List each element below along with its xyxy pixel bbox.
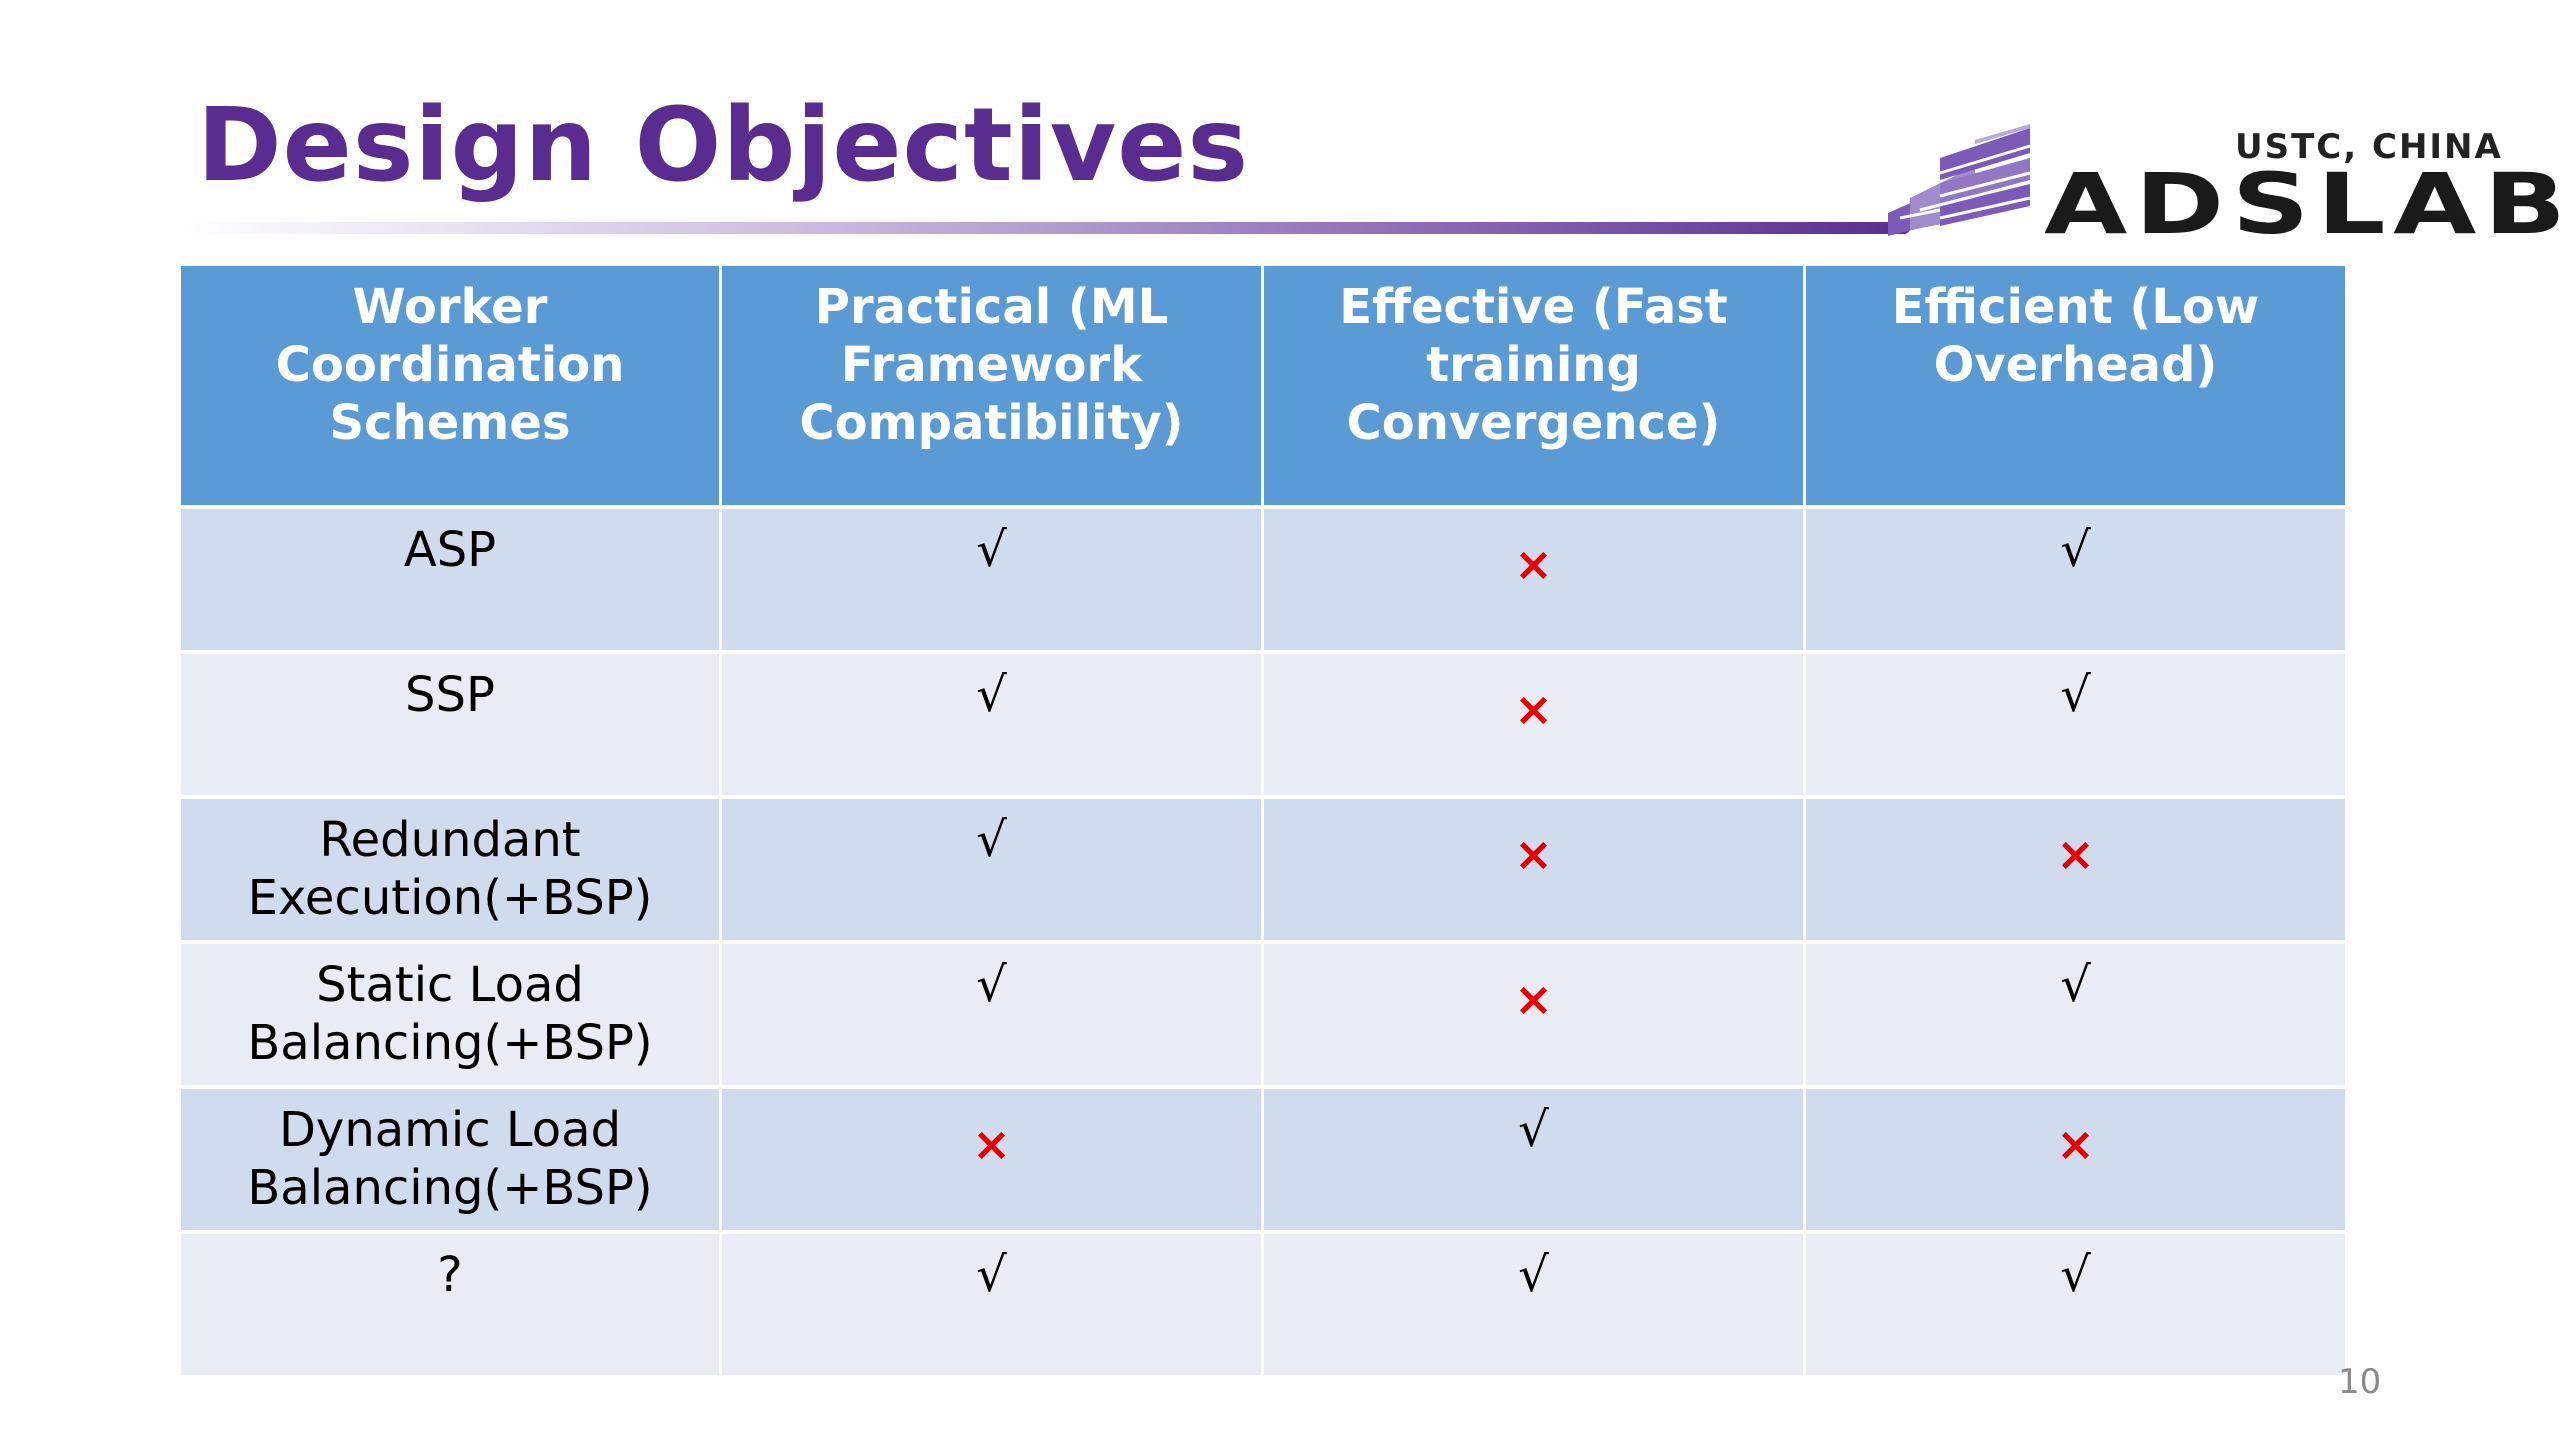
cross-mark-icon: × <box>1514 682 1553 736</box>
table-header-row: Worker Coordination Schemes Practical (M… <box>181 266 2345 505</box>
check-mark-icon: √ <box>976 522 1007 578</box>
title-underline <box>180 222 1910 234</box>
check-mark-icon: √ <box>1518 1247 1549 1303</box>
table-row: Redundant Execution(+BSP) √ × × <box>181 799 2345 940</box>
efficient-cell: × <box>1806 799 2345 940</box>
effective-cell: √ <box>1264 1234 1803 1375</box>
efficient-cell: √ <box>1806 944 2345 1085</box>
effective-cell: × <box>1264 799 1803 940</box>
efficient-cell: √ <box>1806 654 2345 795</box>
check-mark-icon: √ <box>2060 1247 2091 1303</box>
practical-cell: √ <box>722 654 1261 795</box>
check-mark-icon: √ <box>976 1247 1007 1303</box>
effective-cell: × <box>1264 509 1803 650</box>
scheme-cell: Redundant Execution(+BSP) <box>181 799 719 940</box>
logo-name: ADSLAB <box>2044 155 2560 253</box>
table-row: Static Load Balancing(+BSP) √ × √ <box>181 944 2345 1085</box>
practical-cell: √ <box>722 1234 1261 1375</box>
slide-title: Design Objectives <box>197 86 1250 205</box>
scheme-cell: ? <box>181 1234 719 1375</box>
cross-mark-icon: × <box>1514 972 1553 1026</box>
practical-cell: √ <box>722 944 1261 1085</box>
practical-cell: √ <box>722 509 1261 650</box>
cross-mark-icon: × <box>2056 827 2095 881</box>
objectives-table-wrapper: Worker Coordination Schemes Practical (M… <box>178 262 2348 1379</box>
efficient-cell: × <box>1806 1089 2345 1230</box>
header-scheme: Worker Coordination Schemes <box>181 266 719 505</box>
practical-cell: × <box>722 1089 1261 1230</box>
cross-mark-icon: × <box>2056 1117 2095 1171</box>
table-body: ASP √ × √ SSP √ × √ Redundant Execution(+BSP) √ × ×… <box>181 509 2345 1375</box>
scheme-cell: Static Load Balancing(+BSP) <box>181 944 719 1085</box>
objectives-table: Worker Coordination Schemes Practical (M… <box>178 262 2348 1379</box>
effective-cell: √ <box>1264 1089 1803 1230</box>
check-mark-icon: √ <box>2060 522 2091 578</box>
scheme-cell: SSP <box>181 654 719 795</box>
practical-cell: √ <box>722 799 1261 940</box>
check-mark-icon: √ <box>2060 667 2091 723</box>
scheme-cell: Dynamic Load Balancing(+BSP) <box>181 1089 719 1230</box>
check-mark-icon: √ <box>976 812 1007 868</box>
page-number: 10 <box>2338 1362 2382 1402</box>
header-efficient: Efficient (Low Overhead) <box>1806 266 2345 505</box>
cross-mark-icon: × <box>1514 827 1553 881</box>
check-mark-icon: √ <box>1518 1102 1549 1158</box>
cross-mark-icon: × <box>972 1117 1011 1171</box>
check-mark-icon: √ <box>976 667 1007 723</box>
efficient-cell: √ <box>1806 1234 2345 1375</box>
header-effective: Effective (Fast training Convergence) <box>1264 266 1803 505</box>
effective-cell: × <box>1264 654 1803 795</box>
table-row: Dynamic Load Balancing(+BSP) × √ × <box>181 1089 2345 1230</box>
table-row: ASP √ × √ <box>181 509 2345 650</box>
cross-mark-icon: × <box>1514 537 1553 591</box>
table-row: SSP √ × √ <box>181 654 2345 795</box>
header-practical: Practical (ML Framework Compatibility) <box>722 266 1261 505</box>
logo-subtitle: USTC, CHINA <box>2235 127 2503 167</box>
effective-cell: × <box>1264 944 1803 1085</box>
table-row: ? √ √ √ <box>181 1234 2345 1375</box>
scheme-cell: ASP <box>181 509 719 650</box>
adslab-logo: USTC, CHINA ADSLAB <box>1880 118 2560 246</box>
efficient-cell: √ <box>1806 509 2345 650</box>
check-mark-icon: √ <box>976 957 1007 1013</box>
check-mark-icon: √ <box>2060 957 2091 1013</box>
building-logo-icon <box>1888 124 2031 236</box>
